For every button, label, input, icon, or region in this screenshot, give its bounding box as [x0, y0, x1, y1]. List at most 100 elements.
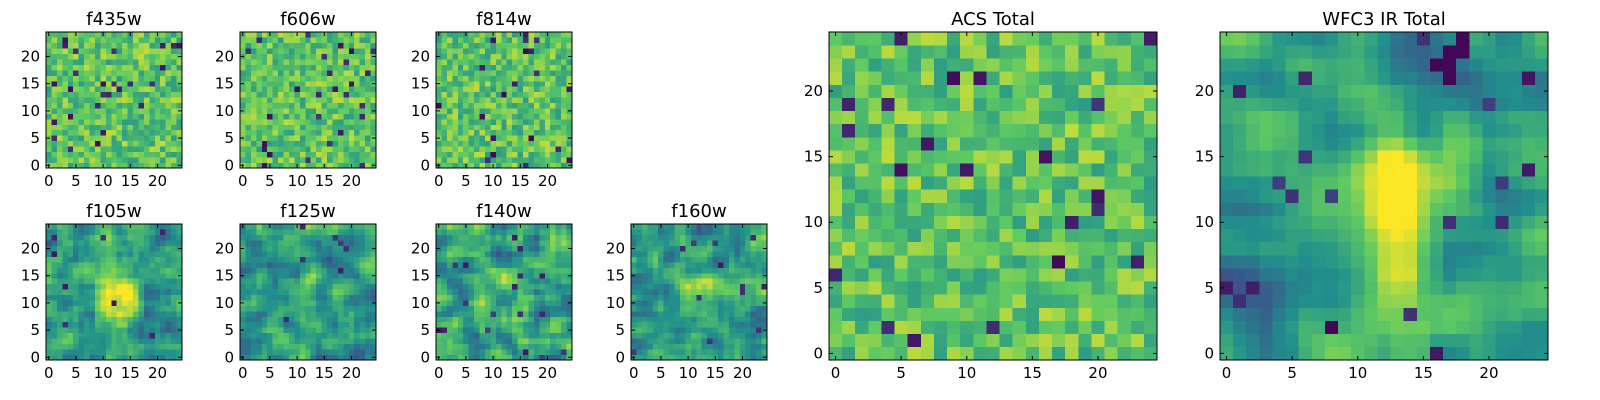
heatmap-cell [256, 97, 263, 104]
y-tick-label: 15 [411, 75, 430, 93]
heatmap-cell [56, 37, 63, 44]
heatmap-cell [240, 338, 246, 344]
heatmap-cell [272, 75, 279, 82]
heatmap-cell [143, 151, 150, 158]
heatmap-cell [122, 272, 128, 279]
heatmap-cell [690, 327, 697, 334]
heatmap-cell [370, 113, 377, 120]
heatmap-cell [528, 119, 535, 125]
heatmap-cell [310, 97, 317, 104]
heatmap-cell [696, 316, 703, 323]
heatmap-cell [154, 42, 161, 49]
heatmap-cell [707, 224, 713, 230]
heatmap-cell [78, 305, 85, 312]
heatmap-cell [446, 283, 453, 290]
heatmap-cell [495, 305, 502, 312]
heatmap-cell [495, 338, 502, 344]
heatmap-cell [501, 86, 508, 93]
heatmap-cell [533, 283, 540, 290]
heatmap-cell [62, 229, 69, 236]
heatmap-cell [842, 268, 856, 282]
heatmap-cell [881, 202, 895, 216]
heatmap-cell [484, 278, 491, 285]
heatmap-cell [165, 245, 172, 252]
heatmap-cell [960, 346, 974, 361]
heatmap-cell [89, 48, 96, 55]
heatmap-cell [550, 162, 556, 169]
heatmap-cell [283, 267, 290, 274]
heatmap-cell [138, 53, 145, 60]
heatmap-cell [51, 59, 58, 65]
heatmap-cell [528, 272, 535, 279]
heatmap-cell [245, 272, 252, 279]
heatmap-cell [256, 113, 263, 120]
heatmap-cell [256, 151, 263, 158]
heatmap-cell [718, 343, 724, 350]
heatmap-cell [348, 251, 355, 257]
heatmap-cell [1012, 333, 1027, 348]
heatmap-cell [517, 234, 524, 241]
heatmap-cell [51, 234, 58, 241]
heatmap-cell [94, 135, 101, 142]
heatmap-cell [122, 37, 128, 44]
x-tick-label: 5 [71, 172, 81, 190]
heatmap-cell [283, 278, 290, 285]
heatmap-cell [533, 86, 540, 93]
heatmap-cell [245, 37, 252, 44]
heatmap-cell [94, 37, 101, 44]
heatmap-cell [62, 321, 69, 328]
heatmap-cell [67, 354, 74, 361]
heatmap-cell [94, 157, 101, 163]
heatmap-cell [143, 262, 150, 268]
heatmap-cell [484, 267, 491, 274]
heatmap-cell [105, 245, 112, 252]
heatmap-cell [436, 234, 442, 241]
heatmap-cell [566, 229, 573, 236]
heatmap-cell [539, 245, 546, 252]
heatmap-cell [261, 162, 268, 169]
heatmap-cell [294, 151, 301, 158]
heatmap-cell [348, 91, 355, 98]
heatmap-cell [663, 294, 670, 301]
y-tick-label: 20 [21, 47, 40, 65]
heatmap-cell [506, 256, 513, 263]
heatmap-cell [327, 113, 333, 120]
heatmap-cell [327, 224, 333, 230]
heatmap-cell [457, 97, 464, 104]
heatmap-cell [528, 70, 535, 76]
heatmap-cell [468, 64, 475, 71]
heatmap-cell [517, 146, 524, 152]
heatmap-cell [278, 240, 284, 247]
heatmap-cell [539, 272, 546, 279]
heatmap-cell [474, 349, 480, 355]
heatmap-cell [528, 311, 535, 317]
heatmap-cell [561, 240, 567, 247]
heatmap-cell [321, 53, 328, 60]
heatmap-cell [46, 321, 52, 328]
heatmap-cell [484, 48, 491, 55]
heatmap-cell [267, 140, 273, 147]
heatmap-cell [523, 321, 529, 328]
heatmap-cell [696, 289, 703, 296]
heatmap-cell [154, 64, 161, 71]
heatmap-cell [245, 102, 252, 109]
heatmap-cell [278, 316, 284, 323]
heatmap-cell [999, 228, 1013, 243]
heatmap-cell [138, 224, 145, 230]
heatmap-cell [446, 234, 453, 241]
heatmap-cell [436, 229, 442, 236]
heatmap-cell [100, 70, 107, 76]
heatmap-cell [674, 300, 681, 306]
heatmap-cell [143, 75, 150, 82]
heatmap-cell [501, 97, 508, 104]
heatmap-cell [171, 32, 177, 38]
heatmap-cell [122, 102, 128, 109]
heatmap-cell [154, 48, 161, 55]
heatmap-cell [446, 91, 453, 98]
heatmap-cell [256, 59, 263, 65]
heatmap-cell [1091, 228, 1105, 243]
heatmap-cell [1130, 346, 1145, 361]
heatmap-cell [441, 97, 448, 104]
